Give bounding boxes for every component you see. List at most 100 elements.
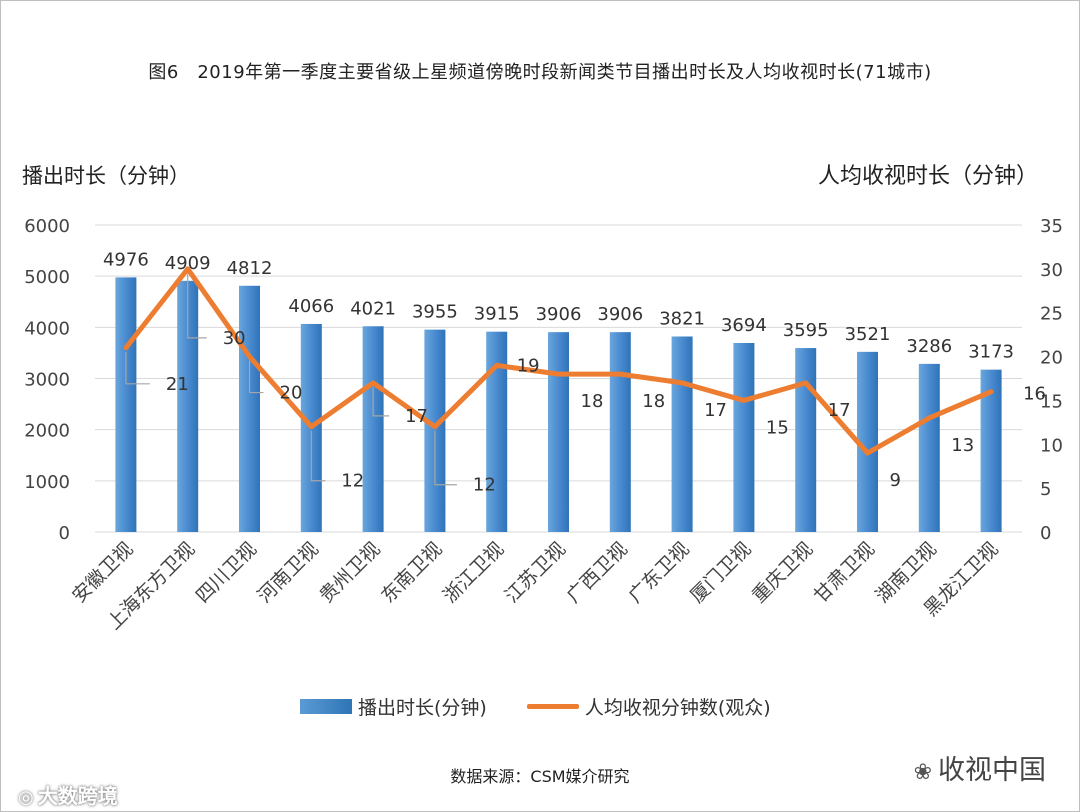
line-value-label: 16 — [1023, 384, 1046, 405]
line-point — [680, 380, 685, 385]
bar — [980, 369, 1002, 532]
bar-value-label: 4021 — [350, 298, 396, 319]
left-tick-label: 5000 — [24, 267, 70, 288]
line-value-label: 17 — [405, 406, 428, 427]
bar — [857, 351, 878, 532]
bar-value-label: 4976 — [103, 249, 149, 270]
line-point — [618, 372, 623, 377]
line-value-label: 30 — [223, 328, 246, 349]
line-value-label: 12 — [473, 475, 496, 496]
legend-label-bar: 播出时长(分钟) — [358, 697, 487, 719]
line-value-label: 21 — [166, 374, 189, 395]
legend-item-line: 人均收视分钟数(观众) — [526, 693, 771, 720]
bar-value-label: 4812 — [227, 258, 273, 279]
bar-value-label: 3595 — [783, 320, 829, 341]
leader-line — [125, 351, 150, 385]
line-point — [989, 389, 994, 394]
right-tick-label: 30 — [1040, 260, 1063, 281]
left-tick-label: 1000 — [24, 472, 70, 493]
leader-line — [372, 386, 390, 417]
watermark-right-text: 收视中国 — [938, 755, 1046, 786]
bar-value-label: 3906 — [597, 304, 643, 325]
line-value-label: 19 — [517, 355, 540, 376]
right-tick-label: 20 — [1040, 348, 1063, 369]
bar — [177, 280, 199, 532]
bar — [733, 342, 755, 532]
line-point — [803, 380, 808, 385]
logo-icon: ◎ — [18, 787, 34, 808]
line-value-label: 15 — [766, 417, 789, 438]
legend: 播出时长(分钟) 人均收视分钟数(观众) — [300, 693, 811, 720]
line-value-label: 18 — [642, 391, 665, 412]
line-value-label: 17 — [704, 400, 727, 421]
category-label: 江苏卫视 — [501, 538, 570, 607]
line-point — [185, 266, 190, 271]
category-label: 广西卫视 — [563, 538, 632, 607]
right-tick-label: 0 — [1040, 523, 1051, 544]
line-value-label: 20 — [280, 383, 303, 404]
category-label: 广东卫视 — [624, 538, 693, 607]
leader-line — [310, 430, 326, 482]
bar — [609, 332, 631, 532]
bar — [115, 277, 137, 532]
category-label: 厦门卫视 — [686, 538, 755, 607]
bar — [239, 285, 260, 532]
line-point — [741, 398, 746, 403]
bar — [486, 331, 508, 532]
leader-line — [434, 430, 457, 486]
line-point — [927, 415, 932, 420]
category-label: 河南卫视 — [254, 538, 323, 607]
bar-value-label: 3173 — [968, 342, 1014, 363]
left-tick-label: 0 — [59, 523, 70, 544]
bar — [548, 332, 569, 532]
category-label: 四川卫视 — [192, 538, 261, 607]
line-point — [123, 345, 128, 350]
bar-value-label: 4909 — [165, 253, 211, 274]
category-label: 甘肃卫视 — [810, 538, 879, 607]
bar-value-label: 3955 — [412, 302, 458, 323]
legend-swatch-bar — [300, 699, 352, 714]
line-value-label: 18 — [581, 391, 604, 412]
line-value-label: 13 — [951, 435, 974, 456]
right-tick-label: 15 — [1040, 391, 1063, 412]
line-point — [309, 424, 314, 429]
line-value-label: 12 — [341, 471, 364, 492]
bar-value-label: 3286 — [906, 336, 952, 357]
category-label: 东南卫视 — [377, 538, 446, 607]
bar-value-label: 3906 — [536, 304, 582, 325]
legend-item-bar: 播出时长(分钟) — [300, 693, 487, 720]
bar-value-label: 3694 — [721, 315, 767, 336]
bar-value-label: 4066 — [288, 296, 334, 317]
line-point — [247, 354, 252, 359]
watermark-left: ◎ 大数跨境 — [18, 780, 118, 809]
legend-swatch-line — [526, 704, 579, 709]
watermark-right: ❀ 收视中国 — [914, 748, 1046, 787]
line-point — [494, 363, 499, 368]
right-tick-label: 5 — [1040, 479, 1051, 500]
source-note: 数据来源：CSM媒介研究 — [450, 767, 630, 786]
category-label: 贵州卫视 — [315, 538, 384, 607]
left-axis-label: 播出时长（分钟） — [22, 164, 190, 188]
bar — [671, 336, 693, 532]
line-value-label: 9 — [890, 470, 901, 491]
line-point — [432, 424, 437, 429]
category-label: 重庆卫视 — [748, 538, 817, 607]
right-tick-label: 25 — [1040, 304, 1063, 325]
legend-label-line: 人均收视分钟数(观众) — [584, 697, 771, 719]
line-point — [865, 451, 870, 456]
category-label: 浙江卫视 — [439, 538, 508, 607]
right-tick-label: 35 — [1040, 216, 1063, 237]
bar-value-label: 3821 — [659, 308, 705, 329]
bar — [362, 326, 384, 532]
chart-title: 图6 2019年第一季度主要省级上星频道傍晚时段新闻类节目播出时长及人均收视时长… — [148, 62, 932, 83]
left-tick-label: 4000 — [24, 318, 70, 339]
bar-value-label: 3915 — [474, 304, 520, 325]
left-tick-label: 3000 — [24, 370, 70, 391]
left-tick-label: 6000 — [24, 216, 70, 237]
line-point — [556, 372, 561, 377]
right-tick-label: 10 — [1040, 435, 1063, 456]
line-value-label: 17 — [828, 400, 851, 421]
line-point — [371, 380, 376, 385]
bar — [918, 363, 940, 532]
